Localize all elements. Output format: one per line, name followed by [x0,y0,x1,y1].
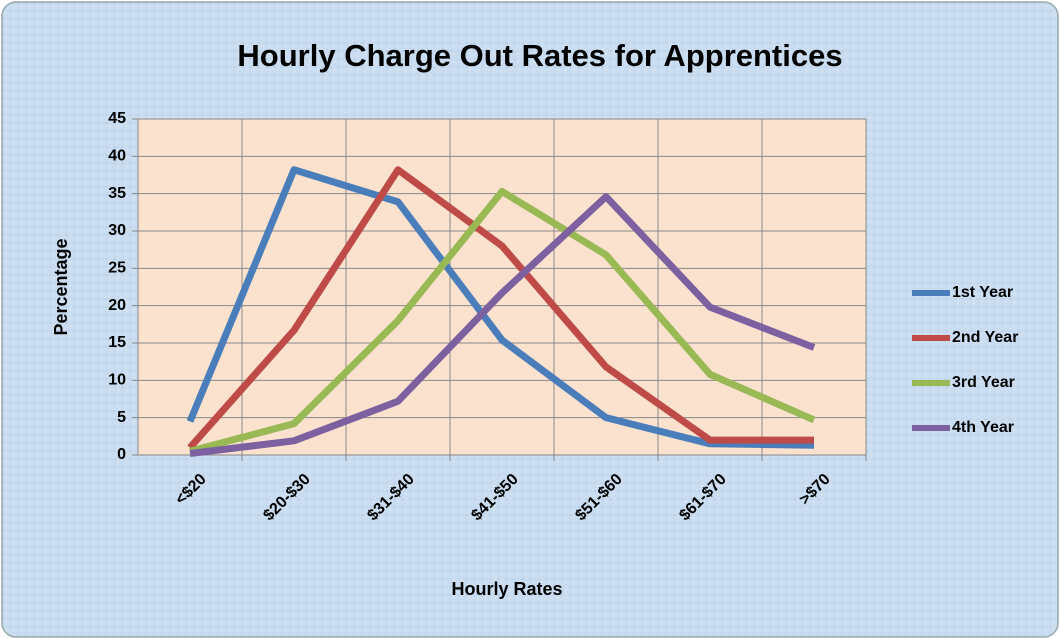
y-tick-label: 10 [108,372,126,389]
y-tick-label: 30 [108,222,126,239]
y-tick-label: 25 [108,260,126,277]
y-tick-label: 20 [108,297,126,314]
plot-area [138,119,866,455]
legend-label: 1st Year [952,284,1013,301]
series-line [189,193,816,457]
y-tick-label: 35 [108,185,126,202]
legend-label: 4th Year [952,419,1014,436]
y-axis-title: Percentage [51,238,71,335]
legend-label: 2nd Year [952,329,1018,346]
series-line [186,166,815,449]
y-tick-label: 45 [108,110,126,127]
chart-title: Hourly Charge Out Rates for Apprentices [237,38,842,73]
y-tick-label: 15 [108,334,126,351]
legend-label: 3rd Year [952,374,1015,391]
series-line [189,187,816,455]
series-line [187,166,814,450]
y-tick-label: 0 [117,446,126,463]
y-tick-label: 5 [117,409,126,426]
x-axis-title: Hourly Rates [451,579,562,599]
y-tick-label: 40 [108,148,126,165]
